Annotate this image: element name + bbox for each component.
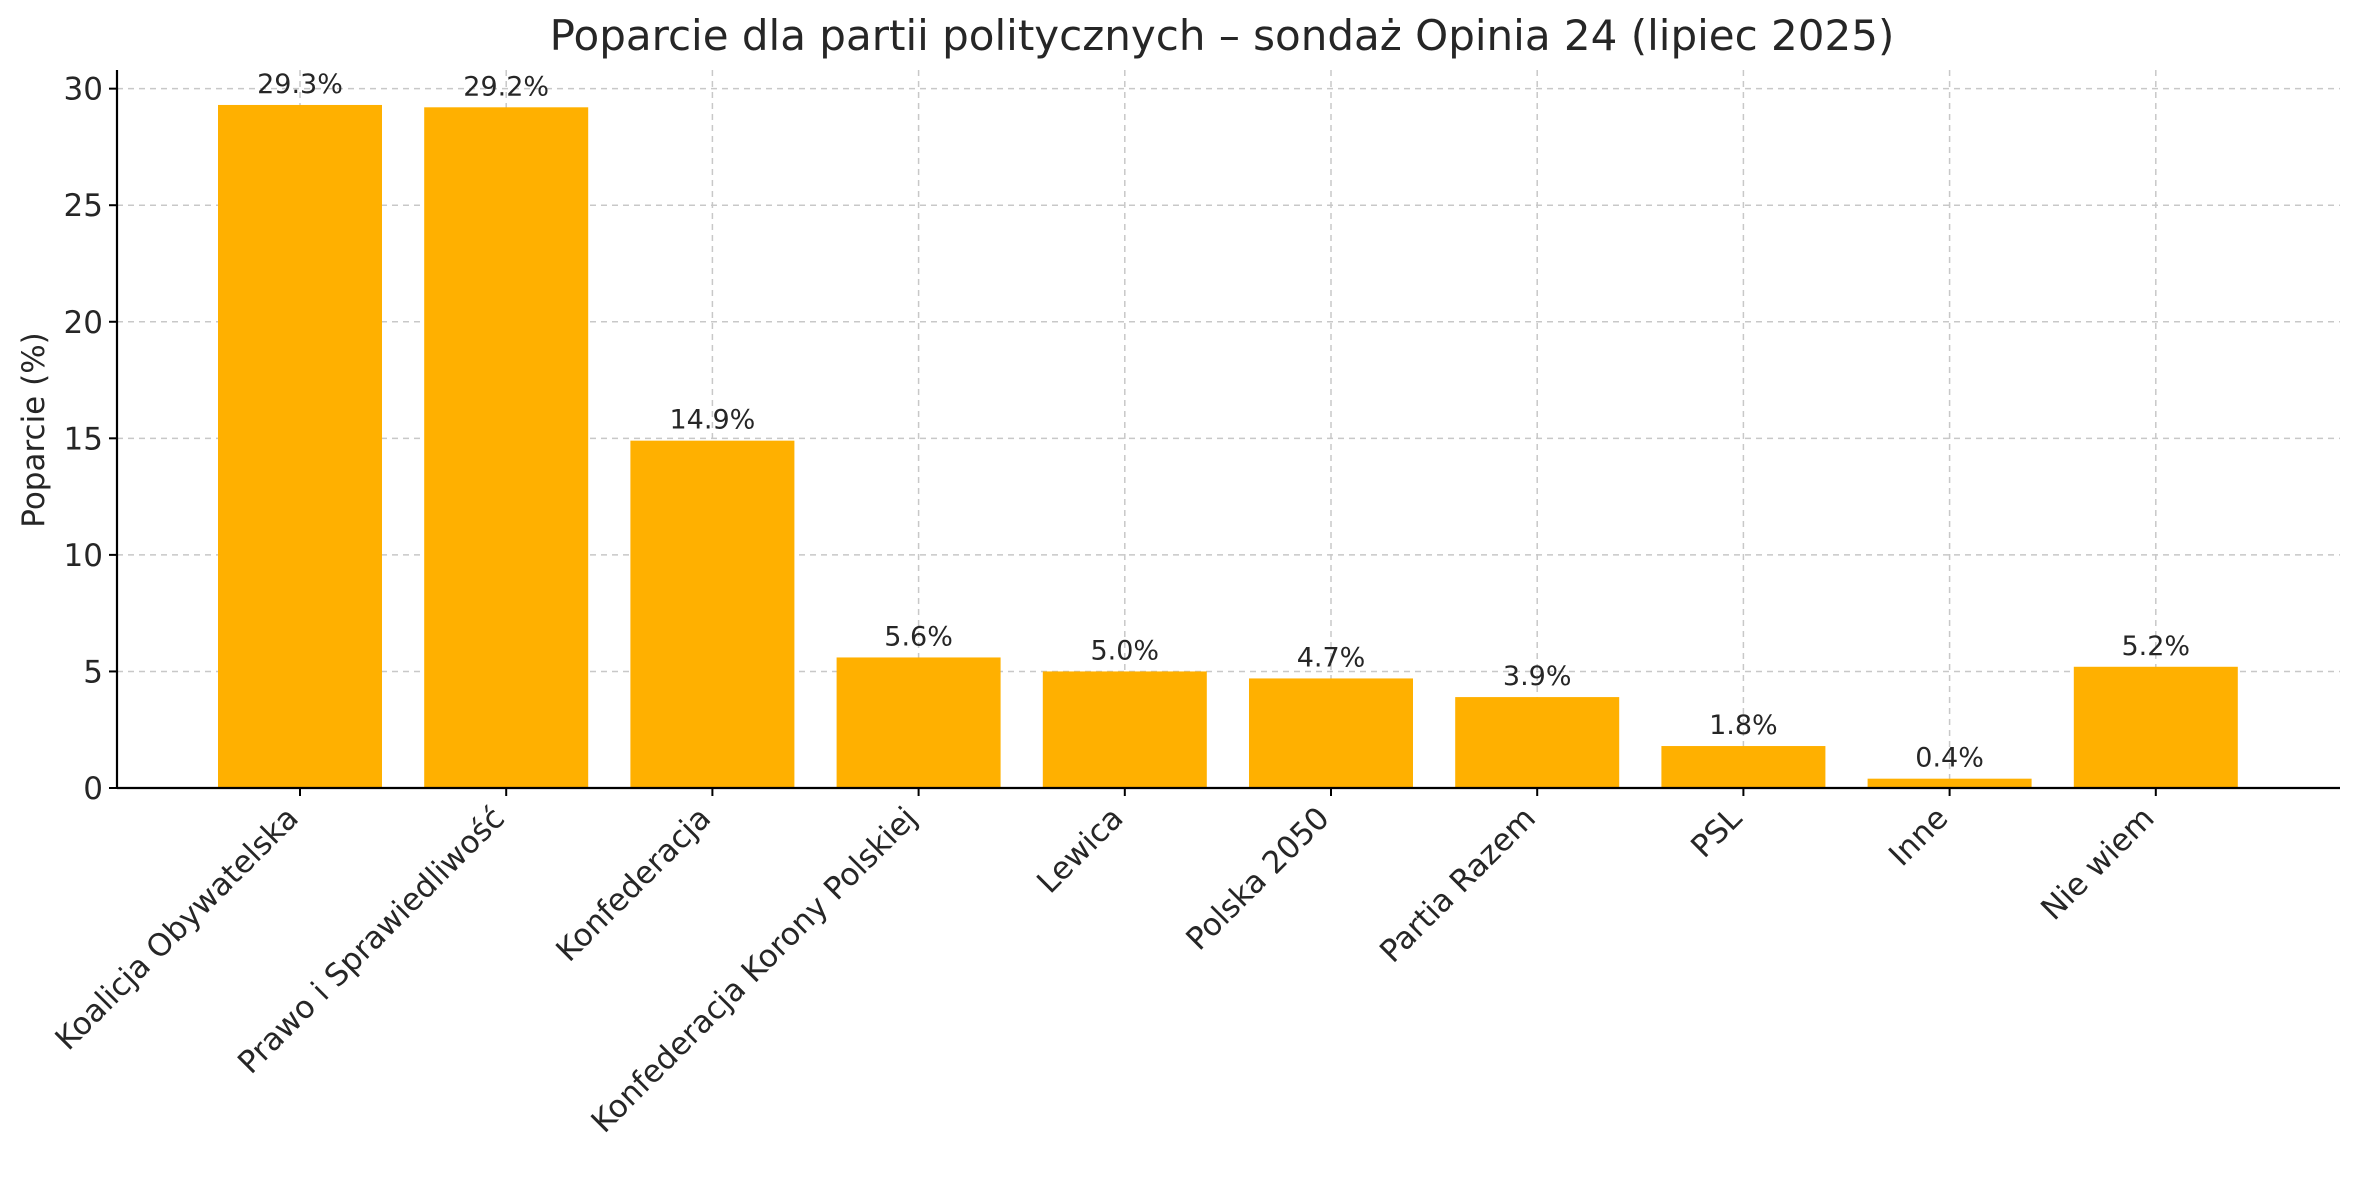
y-tick-label: 30 — [64, 72, 103, 108]
bar — [1661, 746, 1826, 788]
bar — [1042, 671, 1207, 788]
x-tick-label: Inne — [1882, 800, 1955, 873]
bar — [1867, 778, 2032, 788]
data-labels: 29.3% 29.2% 14.9% 5.6% 5.0% 4.7% 3.9% 1.8% 0.4% 5… — [257, 69, 2190, 774]
y-tick-labels: 0 5 10 15 20 25 30 — [64, 72, 117, 807]
bar — [1249, 678, 1413, 788]
bar — [424, 107, 589, 788]
data-label: 3.9% — [1503, 661, 1572, 692]
axes — [115, 70, 2340, 790]
data-label: 4.7% — [1297, 642, 1366, 673]
x-tick-label: Partia Razem — [1373, 800, 1543, 970]
data-label: 5.6% — [884, 621, 953, 652]
x-tick-label: PSL — [1684, 800, 1749, 865]
y-tick-label: 25 — [64, 188, 103, 224]
data-label: 0.4% — [1915, 743, 1984, 774]
bar — [630, 440, 795, 788]
y-tick-label: 5 — [83, 654, 103, 690]
y-tick-label: 20 — [64, 305, 103, 341]
data-label: 1.8% — [1709, 710, 1778, 741]
x-tick-label: Konfederacja — [549, 800, 718, 969]
y-tick-label: 0 — [83, 771, 103, 807]
y-axis-label: Poparcie (%) — [16, 332, 52, 528]
data-label: 29.2% — [463, 71, 549, 102]
x-tick-label: Nie wiem — [2034, 800, 2161, 927]
y-tick-label: 10 — [64, 538, 103, 574]
x-tick-label: Lewica — [1030, 800, 1130, 900]
bar — [1455, 697, 1620, 788]
x-tick-label: Polska 2050 — [1179, 800, 1336, 957]
bar — [2073, 666, 2238, 788]
y-tick-label: 15 — [64, 421, 103, 457]
data-label: 29.3% — [257, 69, 343, 100]
data-label: 5.0% — [1090, 635, 1159, 666]
bar — [218, 104, 382, 788]
x-tick-label: Konfederacja Korony Polskiej — [584, 800, 924, 1140]
chart-title: Poparcie dla partii politycznych – sonda… — [550, 11, 1895, 60]
data-label: 14.9% — [670, 405, 756, 436]
data-label: 5.2% — [2121, 631, 2190, 662]
bar — [836, 657, 1001, 788]
bars — [218, 104, 2238, 788]
